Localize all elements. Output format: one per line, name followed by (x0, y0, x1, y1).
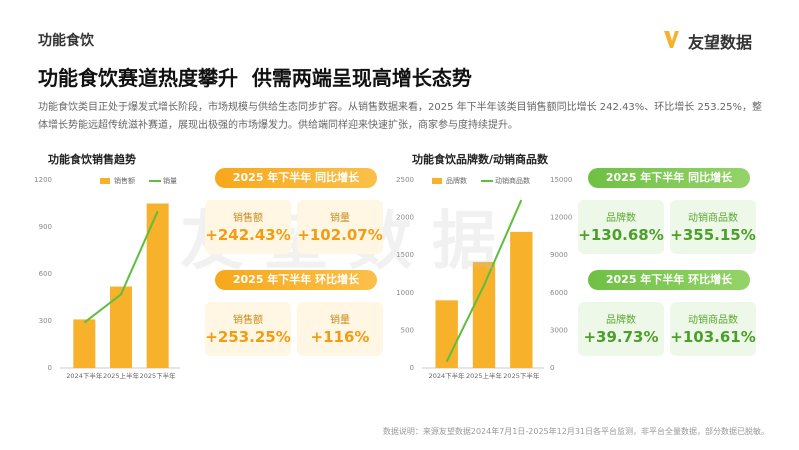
intro-text: 功能食饮类目正处于爆发式增长阶段，市场规模与供给生态同步扩容。从销售数据来看，2… (38, 102, 762, 131)
y-tick-label: 1500 (396, 251, 414, 259)
bar (146, 203, 169, 368)
stat-value: +103.61% (670, 328, 756, 346)
stat-value: +355.15% (670, 226, 756, 244)
stat-card: 动销商品数 +355.15% (670, 200, 756, 254)
x-tick-label: 2024下半年 (429, 371, 466, 380)
footnote: 数据说明：来源友望数据2024年7月1日-2025年12月31日各平台监测，非平… (382, 427, 769, 436)
line (83, 210, 159, 324)
legend-label: 销量 (163, 176, 177, 185)
chart-title: 功能食饮品牌数/动销商品数 (412, 152, 549, 166)
stat-label: 品牌数 (606, 315, 636, 326)
legend-label: 动销商品数 (495, 176, 530, 185)
panel-header: 2025 年下半年 同比增长 (215, 168, 377, 188)
legend-label: 品牌数 (446, 176, 467, 185)
legend-swatch (432, 178, 442, 184)
y2-tick-label: 9000 (550, 251, 568, 259)
stat-label: 销售额 (233, 315, 263, 326)
stat-card: 动销商品数 +103.61% (670, 302, 756, 356)
chart-title: 功能食饮销售趋势 (48, 152, 136, 166)
legend-swatch (100, 178, 110, 184)
stat-card: 销量 +102.07% (297, 200, 383, 254)
stat-value: +116% (310, 328, 370, 346)
y-tick-label: 2500 (396, 176, 414, 184)
x-tick-label: 2024下半年 (66, 371, 103, 380)
stat-label: 动销商品数 (688, 213, 738, 224)
line (445, 199, 523, 363)
logo-text: 友望数据 (688, 33, 753, 52)
x-tick-label: 2025下半年 (140, 371, 177, 380)
y2-tick-label: 12000 (550, 214, 572, 222)
x-tick-label: 2025上半年 (103, 371, 140, 380)
y-tick-label: 0 (48, 364, 52, 372)
stat-value: +102.07% (297, 226, 383, 244)
stat-card: 销量 +116% (297, 302, 383, 356)
y2-tick-label: 15000 (550, 176, 572, 184)
x-tick-label: 2025上半年 (466, 371, 503, 380)
y-tick-label: 0 (410, 364, 414, 372)
panel-header: 2025 年下半年 环比增长 (215, 270, 377, 290)
x-tick-label: 2025下半年 (503, 371, 540, 380)
bar (472, 261, 496, 368)
stat-card: 品牌数 +130.68% (578, 200, 664, 254)
legend-label: 销售额 (114, 176, 135, 185)
stat-value: +253.25% (205, 328, 291, 346)
y-tick-label: 300 (39, 317, 52, 325)
y-tick-label: 2000 (396, 214, 414, 222)
y2-tick-label: 3000 (550, 326, 568, 334)
y-tick-label: 600 (39, 270, 52, 278)
stat-value: +39.73% (583, 328, 659, 346)
stat-label: 销售额 (233, 213, 263, 224)
panel-header: 2025 年下半年 同比增长 (588, 168, 750, 188)
bar (110, 286, 132, 368)
bar (510, 231, 533, 368)
stat-card: 销售额 +242.43% (205, 200, 291, 254)
y-tick-label: 1200 (34, 176, 52, 184)
bar (435, 300, 458, 368)
bar (73, 319, 96, 368)
section-label: 功能食饮 (38, 33, 94, 49)
stat-label: 动销商品数 (688, 315, 738, 326)
panel-header: 2025 年下半年 环比增长 (588, 270, 750, 290)
y2-tick-label: 6000 (550, 289, 568, 297)
y2-tick-label: 0 (550, 364, 554, 372)
stat-label: 品牌数 (606, 213, 636, 224)
y-tick-label: 1000 (396, 289, 414, 297)
stat-value: +242.43% (205, 226, 291, 244)
stat-label: 销量 (330, 315, 350, 326)
y-tick-label: 900 (39, 223, 52, 231)
stat-card: 销售额 +253.25% (205, 302, 291, 356)
y-tick-label: 500 (401, 326, 414, 334)
stat-card: 品牌数 +39.73% (578, 302, 664, 356)
stat-label: 销量 (330, 213, 350, 224)
page-title: 功能食饮赛道热度攀升 供需两端呈现高增长态势 (38, 66, 472, 90)
stat-value: +130.68% (578, 226, 664, 244)
logo-icon (664, 31, 679, 48)
